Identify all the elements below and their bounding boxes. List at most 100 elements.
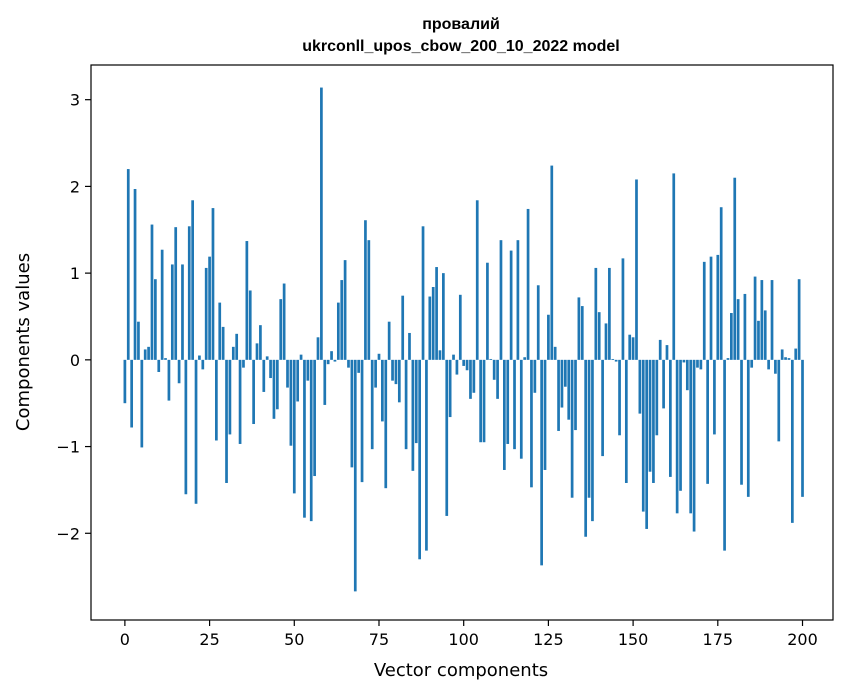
x-tick-label: 75: [369, 630, 389, 649]
y-tick-label: 1: [70, 264, 80, 283]
bar-95: [445, 359, 449, 516]
bar-54: [306, 359, 310, 381]
bar-118: [523, 357, 527, 360]
bar-140: [597, 312, 601, 360]
bar-21: [194, 359, 198, 504]
bar-62: [333, 359, 337, 362]
bar-113: [506, 359, 510, 444]
bar-98: [455, 359, 459, 375]
bar-141: [601, 359, 604, 457]
bars-group: [123, 87, 804, 592]
bar-106: [482, 359, 486, 443]
bar-182: [740, 359, 743, 485]
bar-60: [326, 359, 330, 365]
bar-85: [411, 359, 415, 471]
bar-32: [231, 346, 235, 360]
bar-175: [716, 254, 720, 360]
chart-title: провалий: [422, 16, 500, 33]
x-tick-label: 200: [787, 630, 818, 649]
bar-90: [428, 296, 432, 360]
bar-47: [282, 283, 286, 360]
y-tick-label: −1: [56, 438, 80, 457]
bar-49: [289, 359, 293, 446]
bar-177: [723, 359, 726, 551]
bar-149: [628, 334, 632, 360]
x-tick-label: 125: [533, 630, 564, 649]
bar-104: [475, 200, 479, 360]
bar-22: [198, 355, 201, 360]
bar-72: [367, 240, 371, 360]
bar-179: [730, 313, 733, 360]
bar-56: [313, 359, 316, 477]
bar-74: [374, 359, 377, 388]
bar-99: [458, 294, 462, 360]
bar-144: [611, 358, 615, 360]
bar-126: [550, 165, 554, 360]
bar-82: [401, 295, 405, 360]
bar-17: [181, 264, 184, 360]
bar-50: [292, 359, 296, 494]
bar-30: [225, 359, 228, 483]
bar-183: [743, 293, 747, 360]
bar-41: [262, 359, 266, 392]
bar-155: [648, 359, 652, 472]
bar-129: [560, 359, 564, 408]
bar-142: [604, 323, 608, 360]
bar-34: [238, 359, 242, 444]
bar-157: [655, 359, 659, 436]
bar-156: [652, 359, 655, 483]
bar-27: [215, 359, 218, 441]
bar-87: [418, 359, 421, 560]
bar-162: [672, 173, 676, 360]
y-tick-label: 0: [70, 351, 80, 370]
bar-35: [242, 359, 245, 368]
bar-19: [187, 226, 191, 360]
bar-96: [448, 359, 452, 418]
bar-101: [465, 359, 469, 371]
bar-13: [167, 359, 171, 401]
bar-132: [570, 359, 574, 498]
bar-10: [157, 359, 161, 372]
bar-128: [557, 359, 560, 431]
y-tick-label: −2: [56, 524, 80, 543]
bar-52: [299, 354, 303, 360]
bar-170: [699, 359, 703, 370]
x-tick-label: 25: [199, 630, 219, 649]
bar-86: [414, 359, 418, 444]
bar-171: [702, 261, 706, 360]
bar-143: [608, 267, 611, 360]
bar-0: [123, 359, 127, 404]
bar-102: [469, 359, 472, 399]
bar-152: [638, 359, 642, 414]
bar-20: [191, 200, 194, 360]
bar-172: [706, 359, 709, 484]
bar-119: [526, 208, 530, 360]
bar-79: [391, 359, 394, 381]
bar-174: [713, 359, 716, 435]
bar-33: [235, 333, 239, 360]
bar-169: [696, 359, 699, 368]
bar-167: [689, 359, 693, 514]
bar-146: [618, 359, 621, 436]
bar-16: [177, 359, 181, 384]
bar-73: [370, 359, 374, 450]
bar-188: [760, 280, 764, 360]
bar-127: [553, 346, 557, 360]
bar-195: [784, 357, 787, 360]
bar-165: [682, 359, 686, 363]
bar-46: [279, 299, 283, 360]
bar-92: [435, 267, 438, 360]
bar-158: [658, 339, 662, 360]
bar-89: [425, 359, 428, 551]
bar-200: [801, 359, 804, 497]
bar-151: [635, 179, 638, 360]
x-tick-label: 150: [618, 630, 649, 649]
bar-81: [397, 359, 401, 403]
bar-189: [763, 310, 767, 360]
bar-80: [394, 359, 398, 385]
bar-133: [574, 359, 577, 431]
bar-40: [259, 325, 262, 360]
bar-145: [614, 359, 618, 362]
bar-191: [770, 280, 774, 360]
y-axis-ticks: −2 −1 0 1 2 3: [56, 91, 91, 543]
